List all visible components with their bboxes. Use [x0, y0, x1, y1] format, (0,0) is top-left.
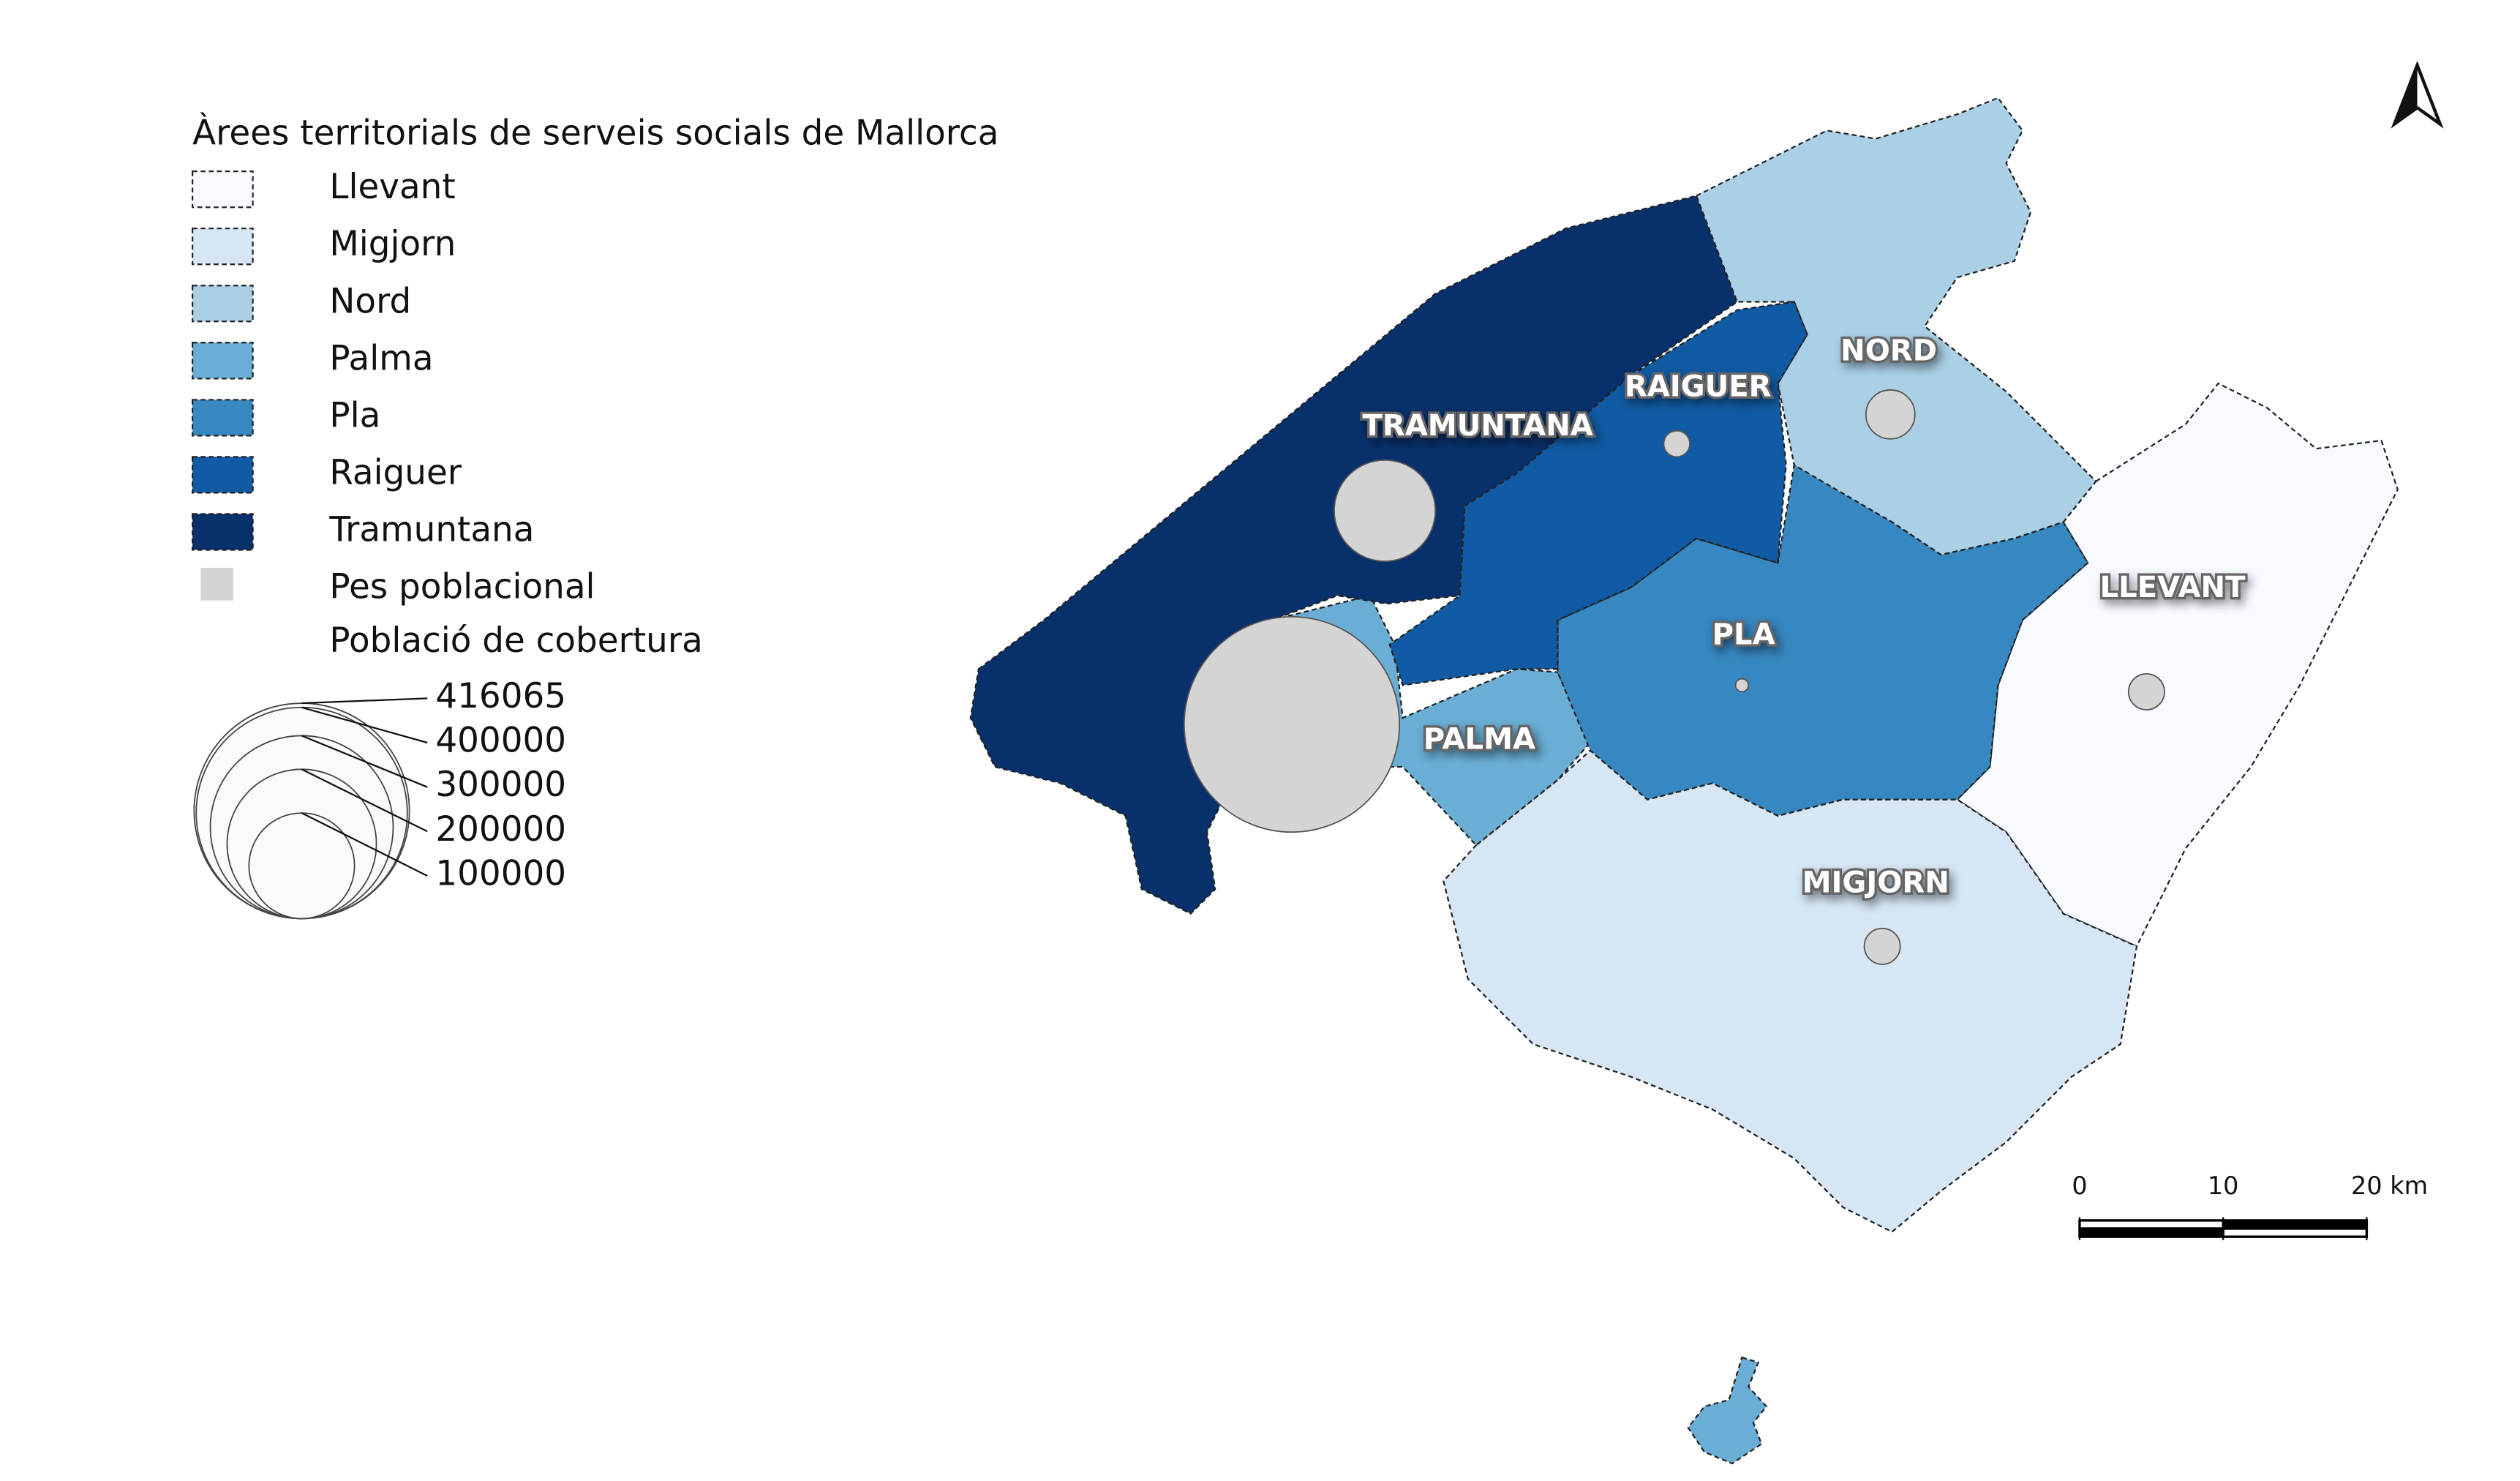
legend-symbol	[200, 567, 233, 601]
population-symbol	[1663, 430, 1690, 458]
region-label: TRAMUNTANA	[1362, 409, 1592, 443]
population-symbol	[1865, 389, 1916, 440]
population-symbol	[2127, 672, 2165, 710]
region-label: PLA	[1712, 618, 1775, 652]
legend-swatch	[191, 228, 254, 266]
legend-leader	[301, 735, 428, 788]
scale-segment	[2078, 1227, 2224, 1238]
legend-swatch	[191, 399, 254, 437]
legend-swatch	[191, 342, 254, 380]
population-symbol	[1183, 615, 1401, 833]
legend-leader	[301, 768, 428, 833]
region	[1388, 301, 1808, 686]
population-symbol	[1334, 459, 1437, 562]
scale-label: 10	[2208, 1171, 2239, 1200]
legend-size-title: Població de cobertura	[329, 621, 702, 661]
legend-size-label: 300000	[435, 765, 566, 805]
legend-swatch	[191, 285, 254, 323]
legend-symbol-label: Pes poblacional	[329, 567, 595, 607]
legend-label: Migjorn	[329, 225, 456, 264]
legend-leader	[301, 706, 428, 744]
region-label: RAIGUER	[1625, 370, 1772, 404]
population-symbol	[1734, 678, 1750, 693]
region-label: MIGJORN	[1802, 866, 1949, 900]
scale-bar: 0 10 20 km	[2072, 1171, 2428, 1240]
north-arrow-fill	[2394, 65, 2418, 124]
legend-size-label: 200000	[435, 810, 566, 850]
legend-label: Tramuntana	[328, 510, 534, 550]
scale-label: 0	[2072, 1171, 2087, 1200]
legend-size-label: 100000	[435, 854, 566, 893]
legend-label: Palma	[329, 339, 433, 378]
legend-label: Nord	[329, 282, 411, 321]
scale-label: 20 km	[2351, 1171, 2428, 1200]
legend-label: Llevant	[329, 168, 455, 207]
legend-label: Pla	[329, 396, 380, 435]
region-label: NORD	[1840, 334, 1937, 368]
legend-label: Raiguer	[329, 453, 462, 492]
region-label: LLEVANT	[2100, 571, 2246, 604]
north-arrow	[2391, 61, 2444, 129]
region	[1955, 382, 2399, 948]
region-label: PALMA	[1423, 722, 1535, 756]
legend-swatch	[191, 456, 254, 494]
legend-leader	[301, 697, 428, 705]
legend-size-label: 400000	[435, 721, 566, 761]
legend-swatch	[191, 513, 254, 551]
region	[1557, 463, 2089, 817]
region	[969, 195, 1739, 915]
region	[1687, 1356, 1768, 1465]
legend-title: Àrees territorials de serveis socials de…	[192, 113, 998, 154]
scale-segment	[2222, 1227, 2369, 1238]
population-symbol	[1863, 927, 1901, 965]
legend-leader	[301, 812, 428, 877]
legend-size-label: 416065	[435, 677, 566, 716]
legend-swatch	[191, 170, 254, 209]
regions	[969, 97, 2399, 1465]
legend-size-circle	[248, 812, 356, 920]
